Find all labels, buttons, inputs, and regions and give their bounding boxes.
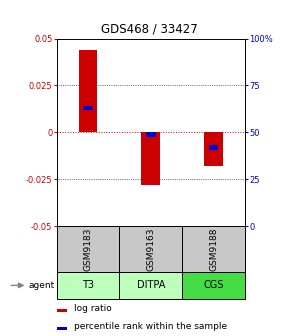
Bar	[182, 272, 245, 299]
Text: agent: agent	[28, 281, 55, 290]
Bar	[204, 132, 223, 166]
Bar	[146, 132, 155, 136]
Bar	[209, 145, 218, 150]
Text: log ratio: log ratio	[75, 304, 112, 313]
Bar	[119, 226, 182, 272]
Bar	[57, 309, 67, 312]
Text: T3: T3	[82, 280, 94, 290]
Text: GSM9163: GSM9163	[146, 227, 155, 271]
Bar	[182, 226, 245, 272]
Bar	[83, 106, 93, 110]
Bar	[57, 327, 67, 330]
Text: CGS: CGS	[204, 280, 224, 290]
Text: GSM9188: GSM9188	[209, 227, 218, 271]
Bar	[142, 132, 160, 185]
Bar	[79, 50, 97, 132]
Bar	[119, 272, 182, 299]
Bar	[57, 272, 119, 299]
Bar	[57, 226, 119, 272]
Text: DITPA: DITPA	[137, 280, 165, 290]
Text: GSM9183: GSM9183	[84, 227, 93, 271]
Text: percentile rank within the sample: percentile rank within the sample	[75, 322, 228, 331]
Text: GDS468 / 33427: GDS468 / 33427	[101, 22, 198, 35]
